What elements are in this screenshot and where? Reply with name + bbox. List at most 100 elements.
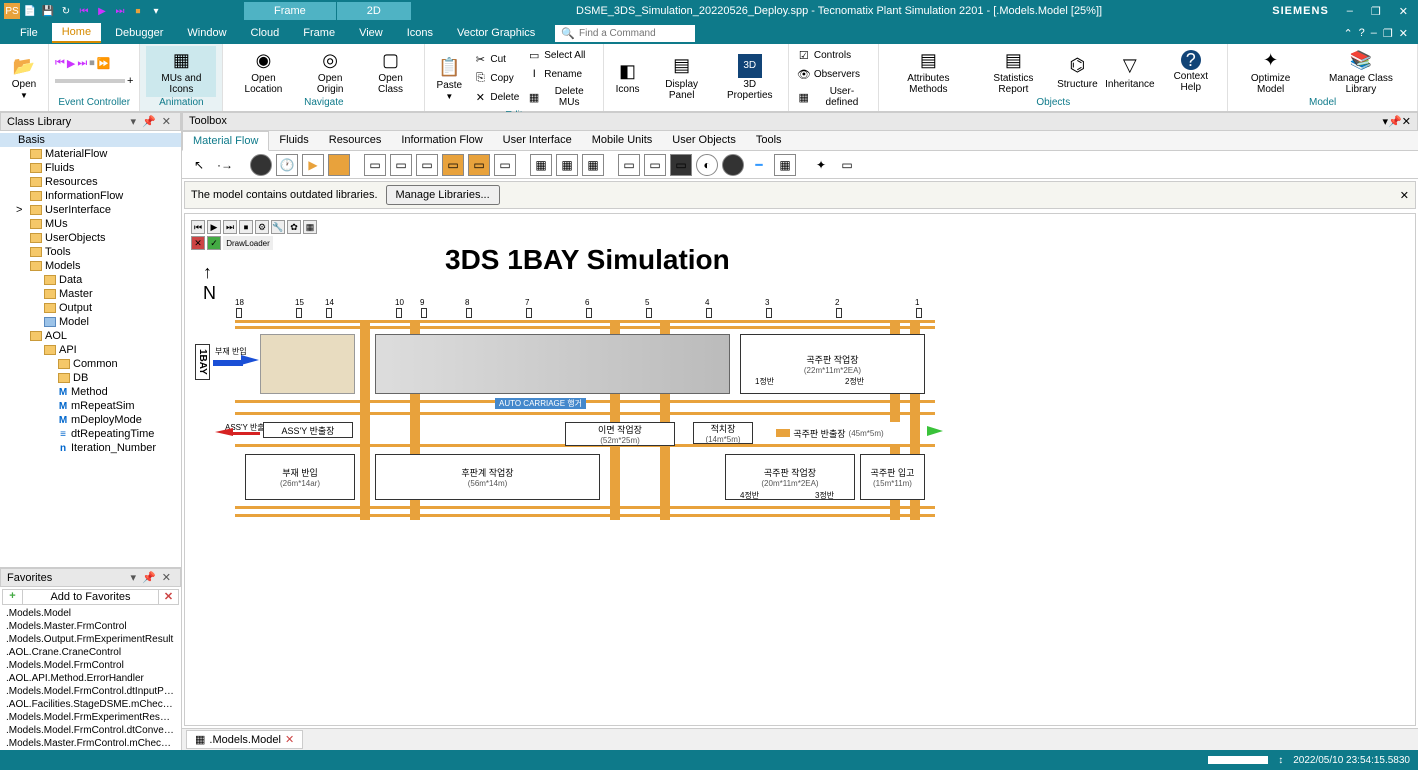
- inherit-button[interactable]: ▽Inheritance: [1103, 52, 1156, 92]
- warning-close-icon[interactable]: ✕: [1400, 189, 1409, 202]
- tree-item-aol[interactable]: AOL: [0, 329, 181, 343]
- ec-plus-icon[interactable]: +: [127, 75, 133, 87]
- favorite-item[interactable]: .Models.Model: [0, 607, 181, 620]
- display-panel-button[interactable]: ▤Display Panel: [650, 52, 714, 103]
- qat-icon[interactable]: PS: [4, 3, 20, 19]
- paste-button[interactable]: 📋Paste▼: [431, 53, 467, 103]
- favorite-item[interactable]: .Models.Model.FrmControl.dtConveyor...: [0, 724, 181, 737]
- optimize-button[interactable]: ✦Optimize Model: [1234, 46, 1307, 97]
- favorite-item[interactable]: .Models.Output.FrmExperimentResult: [0, 633, 181, 646]
- ci-10[interactable]: ✓: [207, 236, 221, 250]
- open-location-button[interactable]: ◉Open Location: [229, 46, 297, 97]
- help-icon[interactable]: ?: [1359, 27, 1365, 40]
- qat-ff-icon[interactable]: ⏭: [112, 3, 128, 19]
- tb-pointer-icon[interactable]: ↖: [188, 154, 210, 176]
- delete-button[interactable]: ✕Delete: [471, 88, 521, 106]
- qat-stop-icon[interactable]: ⏹: [130, 3, 146, 19]
- tb-interface-icon[interactable]: ▦: [774, 154, 796, 176]
- tree-item-materialflow[interactable]: MaterialFlow: [0, 147, 181, 161]
- command-search[interactable]: 🔍: [555, 25, 695, 42]
- ci-8[interactable]: ▦: [303, 220, 317, 234]
- tree-item-informationflow[interactable]: InformationFlow: [0, 189, 181, 203]
- stats-button[interactable]: ▤Statistics Report: [976, 46, 1052, 97]
- box-b5[interactable]: 이면 작업장 (52m*25m): [565, 422, 675, 446]
- canvas-viewport[interactable]: ⏮▶⏭⏹ ⚙🔧✿▦ ✕✓ DrawLoader ↑N 3DS 1BAY Simu…: [184, 213, 1416, 726]
- tb-station5-icon[interactable]: ▭: [468, 154, 490, 176]
- tb-drain-icon[interactable]: [328, 154, 350, 176]
- inner-max-icon[interactable]: ❐: [1383, 27, 1393, 40]
- tree-item-tools[interactable]: Tools: [0, 245, 181, 259]
- ribbon-min-icon[interactable]: ⌃: [1343, 27, 1352, 40]
- box-b8[interactable]: 부재 반입 (26m*14ar): [245, 454, 355, 500]
- tb-misc1-icon[interactable]: ✦: [810, 154, 832, 176]
- tree-item-models[interactable]: Models: [0, 259, 181, 273]
- tree-item-model[interactable]: Model: [0, 315, 181, 329]
- tb-connector-icon[interactable]: ·→: [214, 154, 236, 176]
- box-b7[interactable]: 곡주판 반출장(45m*5m): [760, 422, 900, 444]
- favorite-item[interactable]: .AOL.API.Method.ErrorHandler: [0, 672, 181, 685]
- cut-button[interactable]: ✂Cut: [471, 50, 521, 68]
- tree-item-iterationnumber[interactable]: nIteration_Number: [0, 441, 181, 455]
- ec-slider[interactable]: [55, 79, 125, 83]
- tb-event-icon[interactable]: [250, 154, 272, 176]
- tb-misc2-icon[interactable]: ▭: [836, 154, 858, 176]
- tb-buffer2-icon[interactable]: ▦: [556, 154, 578, 176]
- ctxhelp-button[interactable]: ?Context Help: [1160, 48, 1221, 95]
- tree-item-userobjects[interactable]: UserObjects: [0, 231, 181, 245]
- toolbox-close-icon[interactable]: ✕: [1402, 115, 1411, 128]
- toolbox-tab-user-objects[interactable]: User Objects: [662, 131, 746, 150]
- tree-item-output[interactable]: Output: [0, 301, 181, 315]
- tb-buffer3-icon[interactable]: ▦: [582, 154, 604, 176]
- deletemus-button[interactable]: ▦Delete MUs: [525, 84, 596, 110]
- mus-icons-button[interactable]: ▦ MUs and Icons: [146, 46, 216, 97]
- tree-item-basis[interactable]: Basis: [0, 133, 181, 147]
- add-fav-button[interactable]: +: [3, 590, 23, 604]
- ci-11[interactable]: DrawLoader: [223, 236, 273, 250]
- tb-turntable-icon[interactable]: ◐: [696, 154, 718, 176]
- classlib-tree[interactable]: BasisMaterialFlowFluidsResourcesInformat…: [0, 131, 181, 567]
- open-class-button[interactable]: ▢Open Class: [363, 46, 419, 97]
- qat-play-icon[interactable]: ▶: [94, 3, 110, 19]
- tree-item-common[interactable]: Common: [0, 357, 181, 371]
- controls-button[interactable]: ☑Controls: [795, 46, 872, 64]
- box-b6[interactable]: 적치장 (14m*5m): [693, 422, 753, 444]
- favorite-item[interactable]: .Models.Master.FrmControl: [0, 620, 181, 633]
- tree-item-mus[interactable]: MUs: [0, 217, 181, 231]
- ci-7[interactable]: ✿: [287, 220, 301, 234]
- tree-item-method[interactable]: MMethod: [0, 385, 181, 399]
- tree-item-db[interactable]: DB: [0, 371, 181, 385]
- context-tab-frame[interactable]: Frame: [244, 2, 336, 20]
- tb-buffer1-icon[interactable]: ▦: [530, 154, 552, 176]
- model-canvas[interactable]: ⏮▶⏭⏹ ⚙🔧✿▦ ✕✓ DrawLoader ↑N 3DS 1BAY Simu…: [185, 214, 1385, 726]
- toolbox-pin-icon[interactable]: 📌: [1388, 115, 1402, 128]
- menu-home[interactable]: Home: [52, 23, 101, 43]
- tree-item-master[interactable]: Master: [0, 287, 181, 301]
- toolbox-tab-material-flow[interactable]: Material Flow: [182, 131, 269, 151]
- menu-view[interactable]: View: [349, 24, 393, 42]
- tb-station2-icon[interactable]: ▭: [390, 154, 412, 176]
- doc-tab-close-icon[interactable]: ✕: [285, 733, 294, 746]
- favorite-item[interactable]: .AOL.Facilities.StageDSME.mCheckCapa...: [0, 698, 181, 711]
- menu-icons[interactable]: Icons: [397, 24, 443, 42]
- tb-circle-icon[interactable]: [722, 154, 744, 176]
- ec-fast-icon[interactable]: ⏩: [97, 57, 111, 70]
- context-tab-2d[interactable]: 2D: [337, 2, 411, 20]
- classlib-dropdown-icon[interactable]: ▾: [128, 115, 140, 128]
- toolbox-tab-fluids[interactable]: Fluids: [269, 131, 318, 150]
- menu-debugger[interactable]: Debugger: [105, 24, 173, 42]
- tb-source-icon[interactable]: ▶: [302, 154, 324, 176]
- ci-9[interactable]: ✕: [191, 236, 205, 250]
- ci-4[interactable]: ⏹: [239, 220, 253, 234]
- observers-button[interactable]: 👁Observers: [795, 65, 872, 83]
- tree-item-resources[interactable]: Resources: [0, 175, 181, 189]
- ci-3[interactable]: ⏭: [223, 220, 237, 234]
- box-b11[interactable]: 곡주판 입고 (15m*11m): [860, 454, 925, 500]
- menu-window[interactable]: Window: [177, 24, 236, 42]
- fav-pin-icon[interactable]: 📌: [139, 571, 159, 584]
- tree-item-api[interactable]: API: [0, 343, 181, 357]
- tb-clock-icon[interactable]: 🕐: [276, 154, 298, 176]
- ci-1[interactable]: ⏮: [191, 220, 205, 234]
- tb-conv2-icon[interactable]: ▭: [644, 154, 666, 176]
- toolbox-tab-mobile-units[interactable]: Mobile Units: [582, 131, 663, 150]
- tb-track-icon[interactable]: ━: [748, 154, 770, 176]
